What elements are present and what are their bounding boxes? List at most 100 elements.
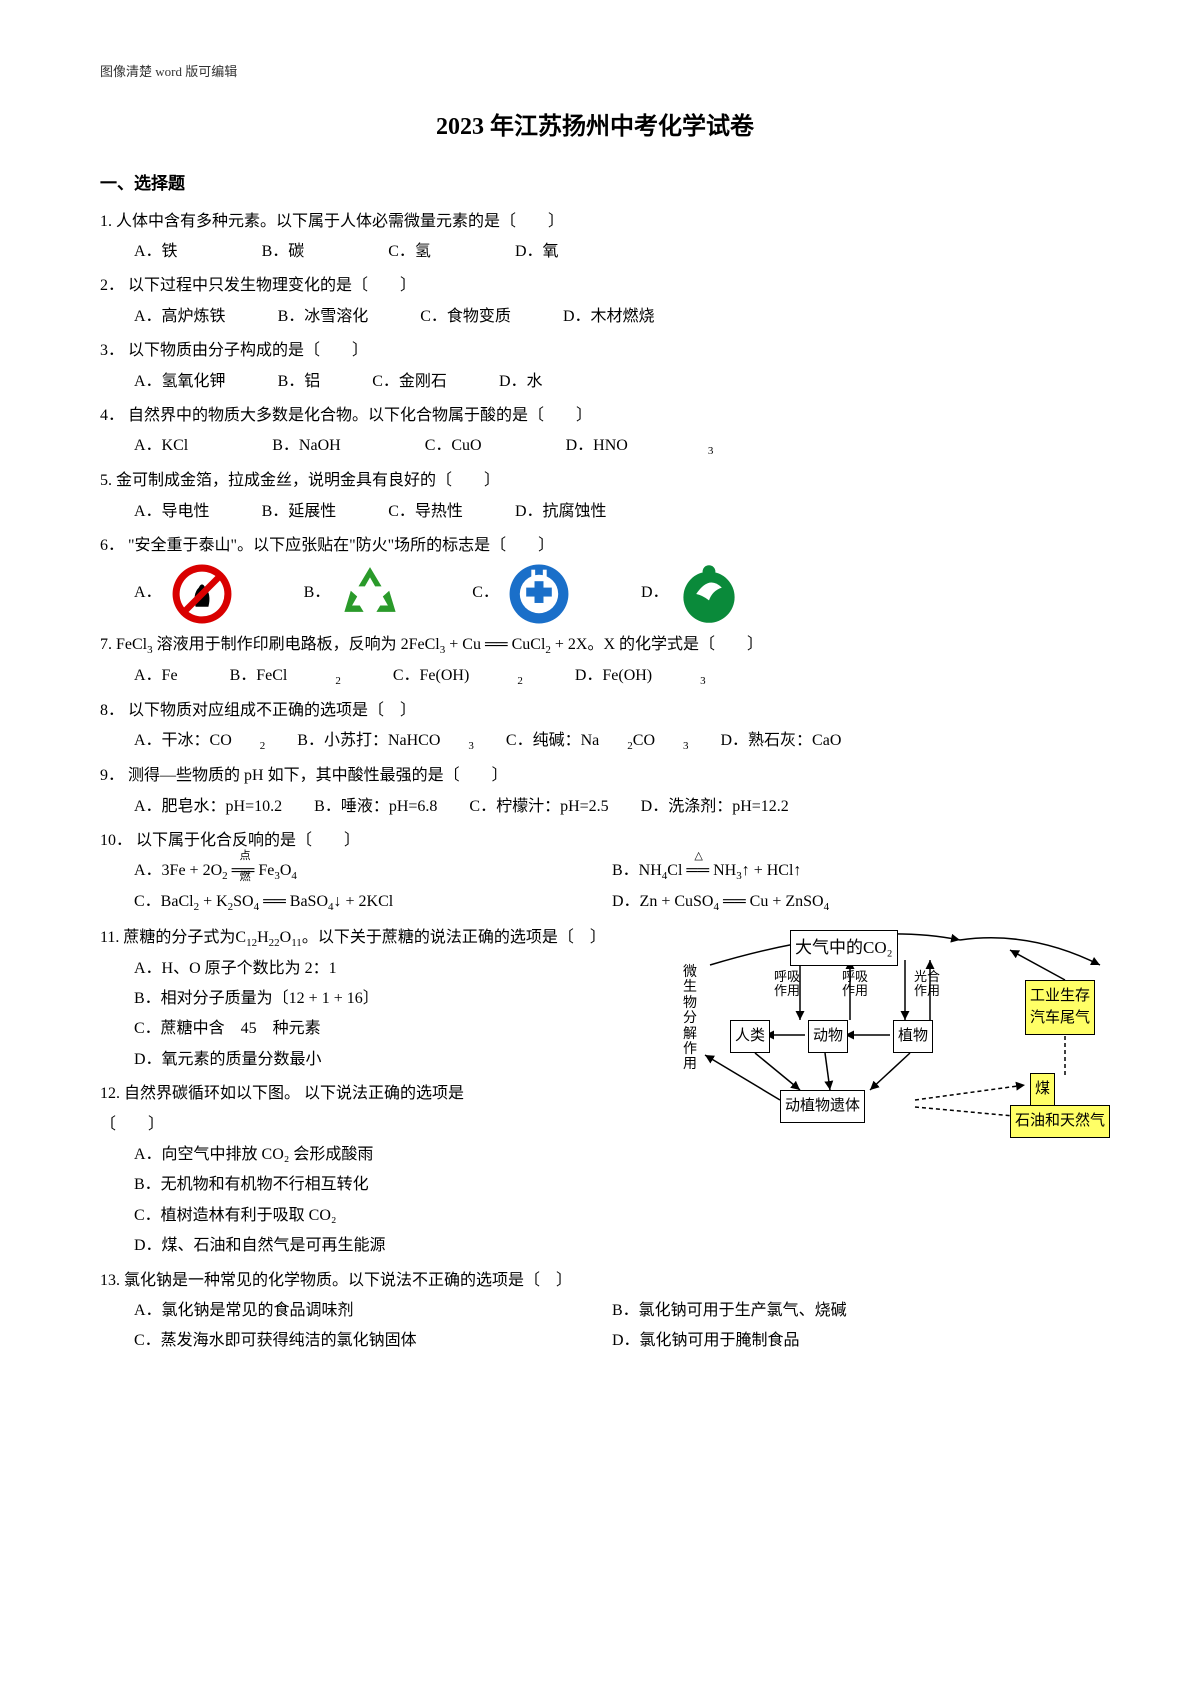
q8-text: 以下物质对应组成不正确的选项是〔 〕 [128,702,416,719]
q7-text: FeCl3 溶液用于制作印刷电路板，反响为 2FeCl3 + Cu ══ CuC… [116,636,763,653]
q12-opt-d: D．煤、石油和自然气是可再生能源 [134,1231,386,1261]
q3-opt-b: B．铝 [278,367,321,397]
q11-opt-a: A．H、O 原子个数比为 2：1 [134,954,337,984]
q2-opt-c: C．食物变质 [420,302,511,332]
q6-a-label: A． [134,578,162,608]
q7-opt-b: B．FeCl2 [230,661,341,692]
q5-opt-c: C．导热性 [388,497,463,527]
q12-num: 12. [100,1085,120,1102]
q3-text: 以下物质由分子构成的是〔 〕 [128,342,368,359]
diagram-co2-box: 大气中的CO₂ [790,930,898,966]
q2-text: 以下过程中只发生物理变化的是〔 〕 [128,277,416,294]
q13-opt-d: D．氯化钠可用于腌制食品 [612,1326,1090,1356]
q1-text: 人体中含有多种元素。以下属于人体必需微量元素的是〔 〕 [116,213,564,230]
q5-opt-a: A．导电性 [134,497,210,527]
q1-opt-c: C．氢 [388,237,431,267]
question-13: 13. 氯化钠是一种常见的化学物质。以下说法不正确的选项是〔 〕 A．氯化钠是常… [100,1266,1090,1357]
question-7: 7. FeCl3 溶液用于制作印刷电路板，反响为 2FeCl3 + Cu ══ … [100,630,1090,692]
q3-num: 3． [100,342,124,359]
q4-opt-c: C．CuO [425,431,482,461]
q10-opt-c: C．BaCl2 + K2SO4 ══ BaSO4↓ + 2KCl [134,887,612,918]
q10-num: 10． [100,832,132,849]
q3-opt-a: A．氢氧化钾 [134,367,226,397]
q10-opt-a: A．3Fe + 2O2 点燃══ Fe3O4 [134,856,612,887]
q2-opt-d: D．木材燃烧 [563,302,655,332]
diagram-oil-box: 石油和天然气 [1010,1105,1110,1138]
q8-opt-b: B．小苏打：NaHCO3 [297,726,474,757]
q7-opt-c: C．Fe(OH)2 [393,661,523,692]
diagram-animal-box: 动物 [808,1020,848,1053]
diagram-remains-box: 动植物遗体 [780,1090,865,1123]
q1-opt-b: B．碳 [262,237,305,267]
section-heading: 一、选择题 [100,168,1090,200]
q13-num: 13. [100,1272,120,1289]
diagram-microbe-label: 微生物分解作用 [680,965,700,1073]
q2-opt-a: A．高炉炼铁 [134,302,226,332]
q9-opt-c: C．柠檬汁：pH=2.5 [469,792,608,822]
q4-opt-b: B．NaOH [272,431,340,461]
diagram-photo-label: 光合作用 [912,970,942,999]
q4-opt-d: D．HNO3 [566,431,714,462]
q5-opt-b: B．延展性 [262,497,337,527]
q3-opt-d: D．水 [499,367,543,397]
question-5: 5. 金可制成金箔，拉成金丝，说明金具有良好的〔 〕 A．导电性 B．延展性 C… [100,466,1090,527]
q9-opt-a: A．肥皂水：pH=10.2 [134,792,282,822]
diagram-car-box: 汽车尾气 [1025,1003,1095,1035]
question-2: 2． 以下过程中只发生物理变化的是〔 〕 A．高炉炼铁 B．冰雪溶化 C．食物变… [100,271,1090,332]
q5-text: 金可制成金箔，拉成金丝，说明金具有良好的〔 〕 [116,472,500,489]
q6-c-label: C． [472,578,499,608]
q3-opt-c: C．金刚石 [372,367,447,397]
question-3: 3． 以下物质由分子构成的是〔 〕 A．氢氧化钾 B．铝 C．金刚石 D．水 [100,336,1090,397]
header-note: 图像清楚 word 版可编辑 [100,60,1090,85]
question-9: 9． 测得—些物质的 pH 如下，其中酸性最强的是〔 〕 A．肥皂水：pH=10… [100,761,1090,822]
q11-text: 蔗糖的分子式为C12H22O11。以下关于蔗糖的说法正确的选项是〔 〕 [123,929,605,946]
question-6: 6． "安全重于泰山"。以下应张贴在"防火"场所的标志是〔 〕 A． B． C． [100,531,1090,625]
q6-text: "安全重于泰山"。以下应张贴在"防火"场所的标志是〔 〕 [128,537,554,554]
q6-num: 6． [100,537,124,554]
diagram-resp1-label: 呼吸作用 [772,970,802,999]
diagram-coal-box: 煤 [1030,1073,1055,1106]
q9-num: 9． [100,767,124,784]
page-title: 2023 年江苏扬州中考化学试卷 [100,105,1090,151]
q11-opt-b: B．相对分子质量为〔12 + 1 + 16〕 [134,984,379,1014]
q9-opt-b: B．唾液：pH=6.8 [314,792,437,822]
diagram-resp2-label: 呼吸作用 [840,970,870,999]
recycle-icon [338,562,402,626]
q7-opt-a: A．Fe [134,661,178,691]
q5-opt-d: D．抗腐蚀性 [515,497,607,527]
q6-d-label: D． [641,578,669,608]
q12-opt-b: B．无机物和有机物不行相互转化 [134,1170,369,1200]
energy-save-icon [507,562,571,626]
q2-opt-b: B．冰雪溶化 [278,302,369,332]
green-food-icon [677,562,741,626]
q9-text: 测得—些物质的 pH 如下，其中酸性最强的是〔 〕 [128,767,508,784]
q5-num: 5. [100,472,112,489]
q8-opt-a: A．干冰：CO2 [134,726,265,757]
q10-opt-b: B．NH4Cl △══ NH3↑ + HCl↑ [612,856,1090,887]
diagram-human-box: 人类 [730,1020,770,1053]
question-1: 1. 人体中含有多种元素。以下属于人体必需微量元素的是〔 〕 A．铁 B．碳 C… [100,207,1090,268]
q4-num: 4． [100,407,124,424]
q13-text: 氯化钠是一种常见的化学物质。以下说法不正确的选项是〔 〕 [124,1272,572,1289]
q11-opt-c: C．蔗糖中含 45 种元素 [134,1014,321,1044]
q12-opt-c: C．植树造林有利于吸取 CO₂ [134,1201,336,1231]
carbon-cycle-diagram: 大气中的CO₂ 微生物分解作用 人类 动物 植物 动植物遗体 工业生存 汽车尾气… [680,925,1120,1135]
q13-opt-b: B．氯化钠可用于生产氯气、烧碱 [612,1296,1090,1326]
q12-opt-a: A．向空气中排放 CO₂ 会形成酸雨 [134,1140,373,1170]
question-4: 4． 自然界中的物质大多数是化合物。以下化合物属于酸的是〔 〕 A．KCl B．… [100,401,1090,462]
q11-opt-d: D．氧元素的质量分数最小 [134,1045,322,1075]
q7-opt-d: D．Fe(OH)3 [575,661,706,692]
q12-text: 自然界碳循环如以下图。 以下说法正确的选项是〔 〕 [100,1085,464,1132]
q1-opt-a: A．铁 [134,237,178,267]
q11-num: 11. [100,929,119,946]
question-10: 10． 以下属于化合反响的是〔 〕 A．3Fe + 2O2 点燃══ Fe3O4… [100,826,1090,919]
question-12: 12. 自然界碳循环如以下图。 以下说法正确的选项是〔 〕 A．向空气中排放 C… [100,1079,480,1261]
q13-opt-a: A．氯化钠是常见的食品调味剂 [134,1296,612,1326]
q2-num: 2． [100,277,124,294]
q8-num: 8． [100,702,124,719]
q8-opt-d: D．熟石灰：CaO [721,726,842,756]
q9-opt-d: D．洗涤剂：pH=12.2 [641,792,789,822]
question-8: 8． 以下物质对应组成不正确的选项是〔 〕 A．干冰：CO2 B．小苏打：NaH… [100,696,1090,757]
q4-text: 自然界中的物质大多数是化合物。以下化合物属于酸的是〔 〕 [128,407,592,424]
q13-opt-c: C．蒸发海水即可获得纯洁的氯化钠固体 [134,1326,612,1356]
